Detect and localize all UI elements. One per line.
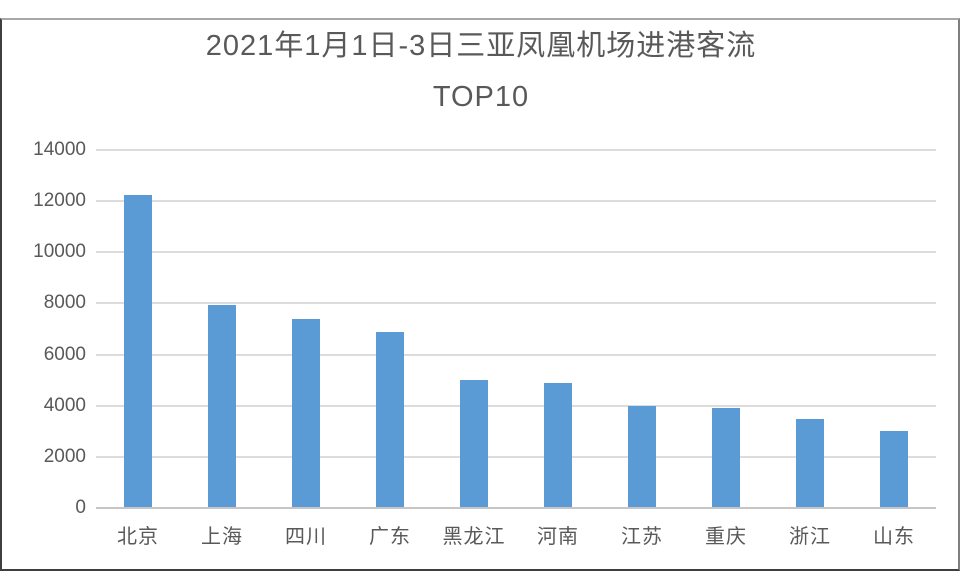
y-axis-tick-label: 4000 bbox=[43, 394, 86, 416]
bar bbox=[880, 431, 908, 508]
gridline-14000 bbox=[96, 149, 936, 151]
x-axis-category-label: 河南 bbox=[537, 526, 579, 548]
y-axis-tick-label: 10000 bbox=[33, 241, 86, 263]
bar bbox=[292, 318, 320, 508]
bar bbox=[208, 304, 236, 508]
bar bbox=[712, 408, 740, 508]
bar bbox=[460, 380, 488, 508]
chart-title: 2021年1月1日-3日三亚凤凰机场进港客流 TOP10 bbox=[0, 21, 962, 123]
x-axis-category-label: 上海 bbox=[201, 526, 243, 548]
chart-title-line1: 2021年1月1日-3日三亚凤凰机场进港客流 bbox=[205, 30, 757, 62]
bar bbox=[628, 405, 656, 508]
x-axis-category-label: 浙江 bbox=[789, 526, 831, 548]
gridline-10000 bbox=[96, 251, 936, 254]
y-axis-tick-label: 12000 bbox=[33, 190, 86, 212]
bar bbox=[124, 194, 152, 508]
gridline-4000 bbox=[96, 404, 936, 407]
x-axis-category-label: 江苏 bbox=[621, 526, 663, 548]
x-axis-category-label: 四川 bbox=[285, 526, 327, 548]
gridline-0 bbox=[96, 507, 936, 509]
x-axis-category-label: 山东 bbox=[873, 526, 915, 548]
bar bbox=[376, 331, 404, 508]
gridline-8000 bbox=[96, 302, 936, 305]
x-axis-category-label: 广东 bbox=[369, 526, 411, 548]
x-axis-category-label: 重庆 bbox=[705, 526, 747, 548]
chart-title-line2: TOP10 bbox=[432, 81, 530, 113]
bar bbox=[796, 418, 824, 508]
x-axis-category-label: 北京 bbox=[117, 526, 159, 548]
y-axis-tick-label: 8000 bbox=[43, 292, 86, 314]
y-axis-tick-label: 2000 bbox=[43, 445, 86, 467]
bar bbox=[544, 382, 572, 508]
gridline-12000 bbox=[96, 200, 936, 203]
gridline-2000 bbox=[96, 455, 936, 458]
x-axis-category-label: 黑龙江 bbox=[442, 526, 506, 548]
y-axis-tick-label: 14000 bbox=[33, 139, 86, 160]
y-axis-tick-label: 6000 bbox=[43, 343, 86, 365]
y-axis-tick-label: 0 bbox=[75, 497, 86, 518]
gridline-6000 bbox=[96, 353, 936, 356]
